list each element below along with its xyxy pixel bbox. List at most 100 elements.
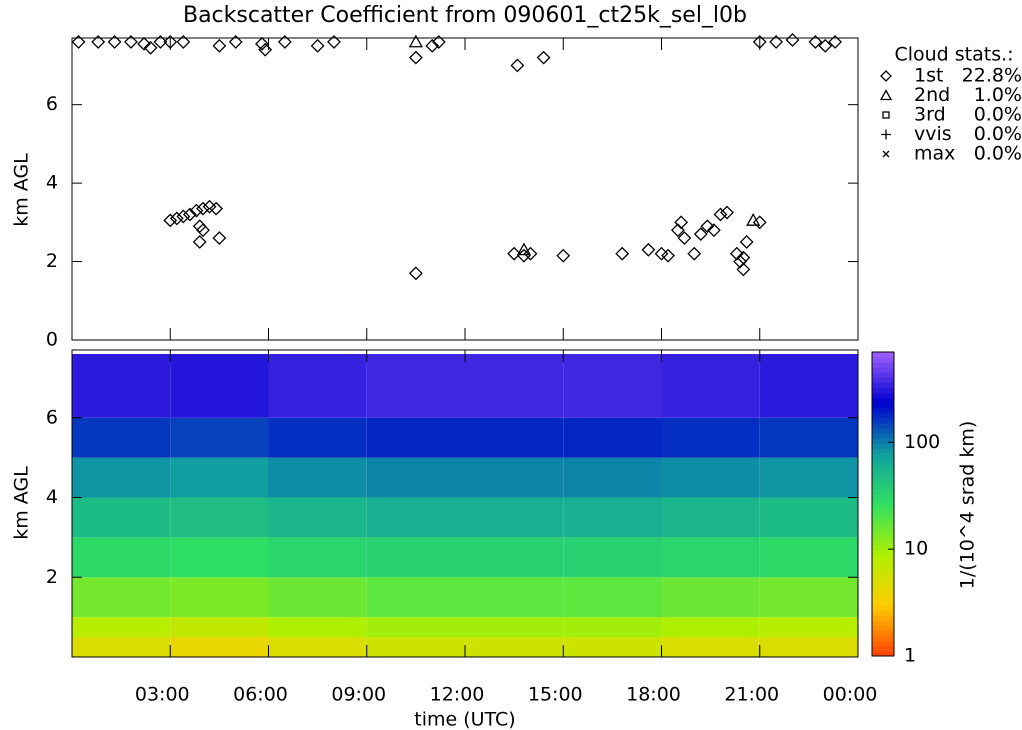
heatmap-cell [661,637,760,657]
diamond-marker [209,201,224,216]
diamond-marker [736,250,751,265]
diamond-marker [693,227,708,242]
colorbar-segment [872,650,894,657]
heatmap-cell [268,617,367,638]
colorbar-segment [872,549,894,556]
heatmap-cell [465,637,564,657]
colorbar-segment [872,448,894,454]
diamond-marker [124,35,138,49]
heatmap-cell [268,577,367,618]
heatmap-cell [72,637,171,657]
colorbar-segment [872,524,894,530]
heatmap-cell [366,457,465,498]
diamond-marker [192,219,207,234]
heatmap-cell [661,497,760,538]
heatmap-cell [366,637,465,657]
x-axis-label: time (UTC) [414,709,515,730]
x-tick-label: 21:00 [724,684,779,706]
heatmap-cell [170,457,269,498]
heatmap-cell [268,353,367,418]
colorbar-segment [872,478,894,485]
colorbar-segment [872,625,894,632]
diamond-marker [785,33,800,47]
colorbar-segment [872,417,894,424]
colorbar-label: 1/(10^4 srad km) [957,421,979,590]
y-tick-label: 0 [46,329,58,351]
heatmap-cell [759,617,858,638]
diamond-marker [192,235,207,249]
colorbar-segment [872,504,894,510]
x-tick-label: 06:00 [233,684,288,706]
diamond-marker [556,248,571,263]
colorbar-segment [872,428,894,434]
heatmap-cell [366,497,465,538]
legend-label: 1st [914,65,943,87]
legend-value: 22.8% [962,65,1022,87]
plus-marker [881,129,891,140]
diamond-marker [828,35,842,49]
x-tick-label: 03:00 [135,684,190,706]
colorbar-segment [872,509,894,515]
legend-value: 0.0% [974,123,1022,145]
colorbar-segment [872,640,894,647]
heatmap-cell [661,417,760,458]
colorbar-segment [872,458,894,464]
colorbar-segment [872,645,894,652]
diamond-marker [769,35,784,49]
diamond-marker [687,246,702,261]
heatmap-cell [465,577,564,618]
y-tick-label: 4 [46,172,58,194]
diamond-marker [713,207,728,222]
heatmap-cell [72,577,171,618]
heatmap-cell [268,537,367,578]
diamond-marker [523,246,538,261]
diamond-marker [408,266,423,281]
diamond-marker [641,242,656,257]
heatmap-cell [661,577,760,618]
heatmap-cell [465,457,564,498]
heatmap-cell [465,417,564,458]
colorbar-segment [872,615,894,622]
colorbar-segment [872,362,894,368]
heatmap-cell [170,497,269,538]
square-marker [882,111,890,119]
diamond-marker [736,262,751,277]
colorbar-segment [872,529,894,535]
diamond-marker [510,58,525,73]
heatmap-cell [366,537,465,578]
heatmap-cell [72,617,171,638]
colorbar-segment [872,422,894,429]
colorbar-segment [872,473,894,480]
diamond-marker [212,231,227,245]
colorbar-frame [871,351,895,657]
legend-label: vvis [914,123,952,145]
colorbar-segment [872,498,894,505]
diamond-marker [255,36,269,51]
heatmap-cell [759,457,858,498]
heatmap-cell [366,353,465,418]
diamond-marker [808,35,823,49]
colorbar-segment [872,483,894,490]
heatmap-cell [268,497,367,538]
diamond-marker [182,207,197,222]
diamond-marker [408,50,423,65]
diamond-marker [431,35,446,49]
diamond-marker [661,248,675,263]
colorbar-segment [872,564,894,571]
diamond-marker [107,35,122,49]
heatmap-cell [72,537,171,578]
colorbar-segment [872,635,894,642]
diamond-marker [752,215,767,230]
colorbar-segment [872,539,894,546]
diamond-marker [176,35,191,49]
colorbar-segment [872,372,894,378]
colorbar-segment [872,544,894,551]
colorbar-segment [872,412,894,419]
x-tick-label: 12:00 [430,684,485,706]
colorbar-segment [872,554,894,561]
colorbar-segment [872,397,894,404]
colorbar-segment [872,463,894,470]
colorbar-segment [872,580,894,586]
diamond-marker [425,38,440,53]
plot-frame [71,37,859,341]
